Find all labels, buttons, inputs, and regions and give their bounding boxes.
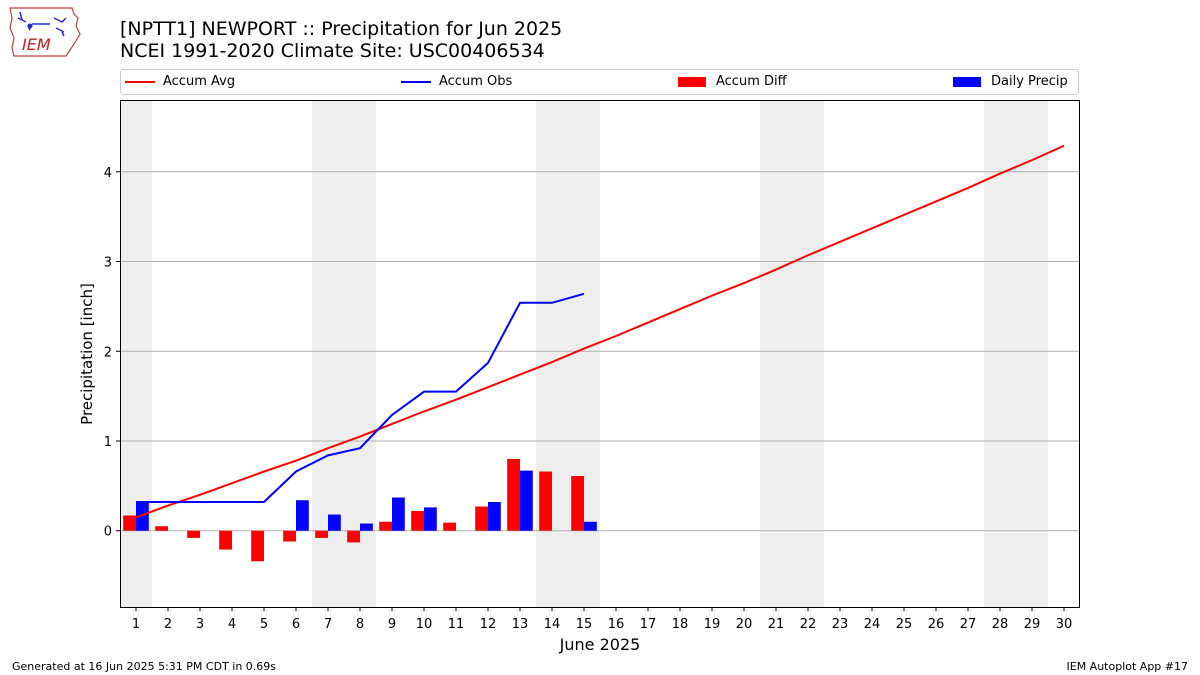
x-tick-label-7: 7 [324,617,332,632]
daily-precip-bar-day-6 [296,500,309,531]
chart-title: [NPTT1] NEWPORT :: Precipitation for Jun… [120,18,563,40]
legend-label-daily-precip: Daily Precip [991,74,1068,89]
y-tick-label-1: 1 [104,435,112,450]
accum-diff-bar-day-10 [411,510,424,531]
accum-diff-bar-day-14 [539,471,552,531]
x-tick-label-28: 28 [992,617,1009,632]
accum-diff-bar-day-5 [251,530,264,562]
x-tick-label-10: 10 [416,617,433,632]
x-tick-label-4: 4 [228,617,236,632]
accum-diff-bar-day-13 [507,458,520,531]
accum-diff-bar-day-7 [315,530,328,538]
y-tick-label-4: 4 [104,166,112,181]
x-tick-label-12: 12 [480,617,497,632]
accum-diff-bar-day-11 [443,522,456,531]
legend-label-accum-avg: Accum Avg [163,74,236,89]
accum-obs-line [136,292,585,504]
weekend-band-21 [760,100,792,607]
legend-item-accum-avg: Accum Avg [125,74,235,90]
x-tick-label-11: 11 [448,617,465,632]
x-tick-label-15: 15 [576,617,593,632]
footer-generated: Generated at 16 Jun 2025 5:31 PM CDT in … [12,660,277,673]
accum-diff-bar-day-12 [475,506,488,531]
x-tick-label-24: 24 [864,617,881,632]
legend-item-accum-diff: Accum Diff [678,74,787,90]
legend-swatch-accum-diff [678,76,706,87]
x-tick-label-14: 14 [544,617,561,632]
x-tick-label-3: 3 [196,617,204,632]
x-tick-label-26: 26 [928,617,945,632]
daily-precip-bar-day-9 [392,497,405,531]
legend-item-daily-precip: Daily Precip [953,74,1068,90]
accum-diff-bar-day-8 [347,530,360,543]
daily-precip-bar-day-12 [488,502,501,531]
accum-diff-bar-day-2 [155,526,168,531]
footer-app: IEM Autoplot App #17 [1066,660,1189,673]
x-tick-label-19: 19 [704,617,721,632]
x-tick-label-18: 18 [672,617,689,632]
plot-frame [120,100,1080,608]
x-tick-label-23: 23 [832,617,849,632]
legend-label-accum-diff: Accum Diff [716,74,787,89]
x-tick-label-29: 29 [1024,617,1041,632]
accum-avg-line [135,144,1065,519]
x-tick-label-5: 5 [260,617,268,632]
weekend-band-22 [792,100,824,607]
x-tick-label-2: 2 [164,617,172,632]
weekend-band-28 [984,100,1016,607]
x-tick-label-13: 13 [512,617,529,632]
daily-precip-bar-day-10 [424,507,437,531]
y-axis-label: Precipitation [inch] [78,283,96,425]
bars [123,458,597,562]
y-tick-label-2: 2 [104,345,112,360]
y-tick-label-0: 0 [104,525,112,540]
chart-legend: Accum Avg Accum Obs Accum Diff Daily Pre… [120,69,1079,95]
accum-diff-bar-day-3 [187,530,200,538]
x-tick-label-25: 25 [896,617,913,632]
legend-swatch-daily-precip [953,76,981,87]
x-axis-label: June 2025 [559,635,641,654]
daily-precip-bar-day-1 [136,502,149,531]
legend-swatch-accum-obs [401,80,431,83]
x-tick-label-20: 20 [736,617,753,632]
legend-swatch-accum-avg [125,80,155,83]
y-gridlines [120,171,1080,532]
accum-diff-bar-day-15 [571,475,584,531]
daily-precip-bar-day-15 [584,521,597,531]
daily-precip-bar-day-7 [328,514,341,531]
x-tick-label-21: 21 [768,617,785,632]
x-tick-label-30: 30 [1056,617,1073,632]
legend-label-accum-obs: Accum Obs [439,74,513,89]
accum-diff-bar-day-4 [219,530,232,550]
legend-item-accum-obs: Accum Obs [401,74,512,90]
accum-diff-bar-day-6 [283,530,296,542]
x-tick-label-8: 8 [356,617,364,632]
x-tick-label-1: 1 [132,617,140,632]
x-tick-label-27: 27 [960,617,977,632]
daily-precip-bar-day-8 [360,523,373,531]
lines [135,144,1065,519]
y-tick-label-3: 3 [104,256,112,271]
daily-precip-bar-day-13 [520,470,533,531]
weekend-band-8 [344,100,376,607]
x-tick-label-9: 9 [388,617,396,632]
x-tick-label-6: 6 [292,617,300,632]
x-tick-label-22: 22 [800,617,817,632]
x-tick-label-17: 17 [640,617,657,632]
logo-text: IEM [22,35,51,54]
accum-diff-bar-day-9 [379,521,392,531]
accum-diff-bar-day-1 [123,515,136,531]
weekend-band-29 [1016,100,1048,607]
chart-subtitle: NCEI 1991-2020 Climate Site: USC00406534 [120,40,545,62]
iem-logo: IEM [6,4,82,64]
x-tick-label-16: 16 [608,617,625,632]
